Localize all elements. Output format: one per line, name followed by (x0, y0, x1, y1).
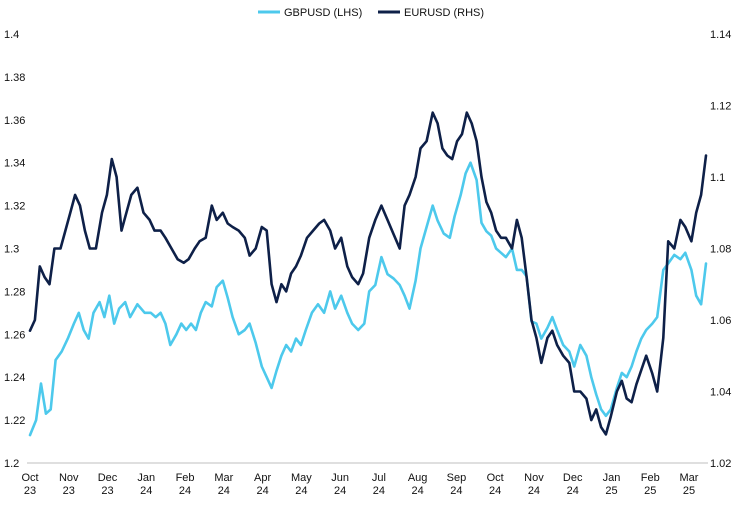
y-axis-right: 1.02 1.04 1.06 1.08 1.1 1.12 1.14 (710, 29, 731, 470)
y-left-tick-label: 1.32 (4, 201, 25, 213)
x-axis: Oct23Nov23Dec23Jan24Feb24Mar24Apr24May24… (21, 462, 708, 497)
y-right-tick-label: 1.08 (710, 244, 731, 256)
x-tick-label-month: Sep (447, 472, 467, 484)
legend-label-eurusd: EURUSD (RHS) (404, 7, 484, 19)
y-left-tick-label: 1.34 (4, 158, 25, 170)
legend-label-gbpusd: GBPUSD (LHS) (284, 7, 362, 19)
x-tick-label-year: 25 (644, 485, 656, 497)
x-tick-label-year: 24 (528, 485, 540, 497)
x-tick-label-year: 24 (179, 485, 191, 497)
x-tick-label-month: Oct (21, 472, 38, 484)
x-tick-label-month: Feb (176, 472, 195, 484)
x-tick-label-year: 24 (567, 485, 579, 497)
x-tick-label-year: 24 (295, 485, 307, 497)
y-right-tick-label: 1.1 (710, 172, 725, 184)
x-tick-label-year: 25 (683, 485, 695, 497)
x-tick-label-month: Apr (254, 472, 271, 484)
y-right-tick-label: 1.12 (710, 101, 731, 113)
x-tick-label-month: May (291, 472, 312, 484)
y-left-tick-label: 1.26 (4, 329, 25, 341)
x-tick-label-year: 24 (450, 485, 462, 497)
gbpusd-series-line (28, 161, 708, 437)
x-tick-label-month: Dec (98, 472, 118, 484)
x-tick-label-month: Jul (372, 472, 386, 484)
y-right-tick-label: 1.02 (710, 458, 731, 470)
y-right-tick-label: 1.06 (710, 315, 731, 327)
y-left-tick-label: 1.3 (4, 244, 19, 256)
x-tick-label-month: Jan (137, 472, 155, 484)
y-axis-left: 1.2 1.22 1.24 1.26 1.28 1.3 1.32 1.34 1.36 1.38 1.… (4, 29, 25, 470)
y-left-tick-label: 1.36 (4, 115, 25, 127)
x-tick-label-month: Jun (331, 472, 349, 484)
x-tick-label-month: Mar (214, 472, 233, 484)
x-tick-label-year: 23 (24, 485, 36, 497)
x-tick-label-month: Feb (641, 472, 660, 484)
x-tick-label-year: 23 (101, 485, 113, 497)
x-tick-label-month: Dec (563, 472, 583, 484)
x-tick-label-year: 24 (256, 485, 268, 497)
x-tick-label-year: 24 (412, 485, 424, 497)
eurusd-series-line (28, 111, 708, 436)
x-tick-label-year: 25 (605, 485, 617, 497)
y-left-tick-label: 1.2 (4, 458, 19, 470)
y-right-tick-label: 1.14 (710, 29, 731, 41)
y-left-tick-label: 1.4 (4, 29, 19, 41)
x-tick-label-month: Mar (680, 472, 699, 484)
plot-area (28, 111, 708, 437)
x-tick-label-year: 24 (373, 485, 385, 497)
x-tick-label-year: 23 (63, 485, 75, 497)
y-left-tick-label: 1.28 (4, 286, 25, 298)
x-tick-label-month: Oct (487, 472, 504, 484)
y-right-tick-label: 1.04 (710, 387, 731, 399)
x-tick-label-month: Jan (603, 472, 621, 484)
x-tick-label-year: 24 (218, 485, 230, 497)
x-tick-label-year: 24 (334, 485, 346, 497)
y-left-tick-label: 1.24 (4, 372, 25, 384)
x-tick-label-month: Aug (408, 472, 428, 484)
y-left-tick-label: 1.38 (4, 72, 25, 84)
x-tick-label-month: Nov (59, 472, 79, 484)
y-left-tick-label: 1.22 (4, 415, 25, 427)
x-tick-label-year: 24 (140, 485, 152, 497)
x-tick-label-year: 24 (489, 485, 501, 497)
legend: GBPUSD (LHS) EURUSD (RHS) (258, 7, 484, 19)
x-tick-label-month: Nov (524, 472, 544, 484)
